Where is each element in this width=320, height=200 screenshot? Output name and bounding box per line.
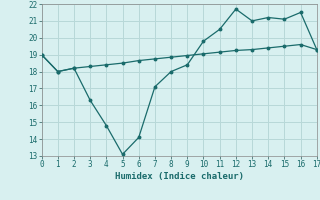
X-axis label: Humidex (Indice chaleur): Humidex (Indice chaleur) [115, 172, 244, 181]
